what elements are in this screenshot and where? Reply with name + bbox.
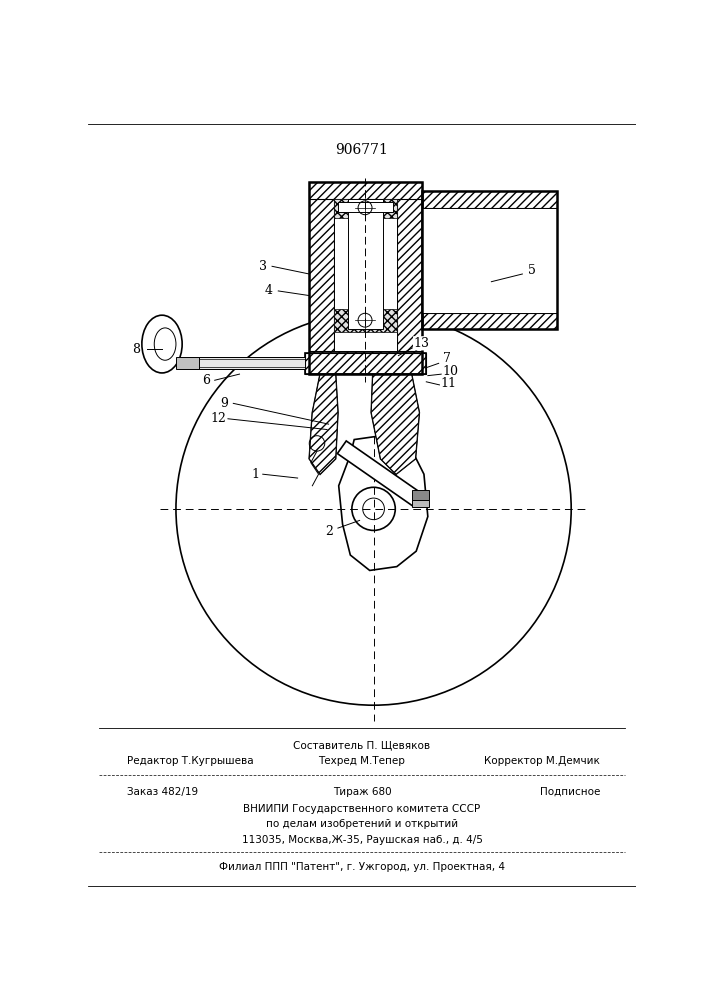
Text: 12: 12 bbox=[211, 412, 226, 425]
Bar bbox=[334, 199, 397, 218]
Bar bbox=[421, 191, 557, 329]
Text: 3: 3 bbox=[259, 260, 267, 273]
Bar bbox=[309, 182, 421, 374]
Polygon shape bbox=[371, 374, 419, 474]
Polygon shape bbox=[371, 374, 419, 474]
Bar bbox=[421, 191, 557, 208]
Text: 113035, Москва,Ж-35, Раушская наб., д. 4/5: 113035, Москва,Ж-35, Раушская наб., д. 4… bbox=[242, 835, 482, 845]
Bar bbox=[334, 309, 397, 332]
Bar bbox=[177, 357, 305, 369]
Text: Техред М.Тепер: Техред М.Тепер bbox=[319, 756, 405, 766]
Text: 13: 13 bbox=[414, 337, 430, 350]
Bar bbox=[176, 357, 199, 369]
Text: Тираж 680: Тираж 680 bbox=[332, 787, 391, 797]
Bar bbox=[305, 353, 426, 374]
Text: Филиал ППП "Патент", г. Ужгород, ул. Проектная, 4: Филиал ППП "Патент", г. Ужгород, ул. Про… bbox=[219, 862, 505, 872]
Text: 6: 6 bbox=[202, 374, 210, 387]
Bar bbox=[397, 182, 421, 374]
Bar bbox=[309, 182, 334, 374]
Text: Заказ 482/19: Заказ 482/19 bbox=[127, 787, 198, 797]
Bar bbox=[348, 199, 383, 329]
Bar bbox=[305, 353, 426, 374]
Text: ВНИИПИ Государственного комитета СССР: ВНИИПИ Государственного комитета СССР bbox=[243, 804, 481, 814]
Bar bbox=[309, 182, 421, 199]
Text: 4: 4 bbox=[265, 284, 273, 297]
Text: 11: 11 bbox=[440, 377, 457, 390]
Text: Редактор Т.Кугрышева: Редактор Т.Кугрышева bbox=[127, 756, 254, 766]
Ellipse shape bbox=[142, 315, 182, 373]
Polygon shape bbox=[309, 374, 338, 474]
Text: Подписное: Подписное bbox=[539, 787, 600, 797]
Text: 9: 9 bbox=[220, 397, 228, 410]
Text: Составитель П. Щевяков: Составитель П. Щевяков bbox=[293, 741, 431, 751]
Text: 10: 10 bbox=[443, 365, 458, 378]
Text: 906771: 906771 bbox=[336, 143, 388, 157]
Text: по делам изобретений и открытий: по делам изобретений и открытий bbox=[266, 819, 458, 829]
Bar bbox=[338, 202, 393, 212]
Text: 5: 5 bbox=[527, 264, 536, 277]
Text: Корректор М.Демчик: Корректор М.Демчик bbox=[484, 756, 600, 766]
Text: 8: 8 bbox=[132, 343, 141, 356]
Polygon shape bbox=[309, 374, 338, 474]
Text: 2: 2 bbox=[325, 525, 332, 538]
Bar bbox=[309, 351, 421, 374]
Text: 7: 7 bbox=[443, 352, 451, 365]
Bar bbox=[334, 199, 397, 351]
Polygon shape bbox=[337, 441, 422, 507]
Bar bbox=[421, 312, 557, 329]
Bar bbox=[411, 500, 428, 507]
Bar bbox=[421, 208, 557, 312]
Text: 1: 1 bbox=[251, 468, 259, 481]
Bar bbox=[411, 490, 428, 500]
